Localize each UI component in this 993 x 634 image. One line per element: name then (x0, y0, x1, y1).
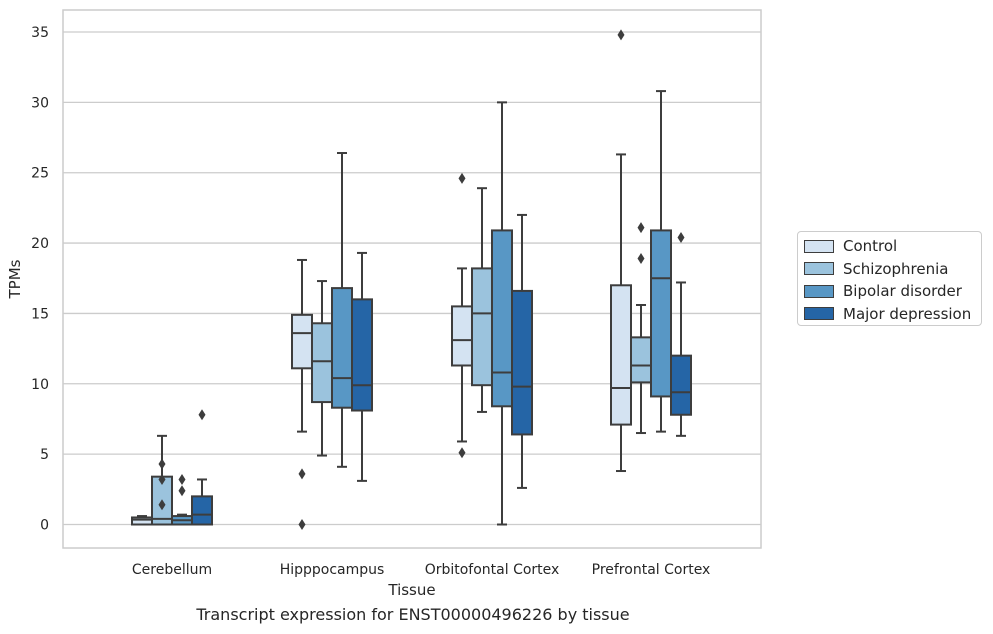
y-axis-label: TPMs (6, 259, 24, 299)
legend-item: Schizophrenia (804, 258, 981, 281)
legend: Control Schizophrenia Bipolar disorder Majo… (797, 231, 982, 326)
legend-item: Major depression (804, 303, 981, 326)
box-iqr (131, 516, 153, 526)
box-major-depression (191, 409, 213, 526)
legend-item: Bipolar disorder (804, 280, 981, 303)
x-tick-label: Hipppocampus (280, 562, 385, 578)
legend-swatch (804, 262, 834, 276)
y-tick-label: 30 (31, 95, 49, 111)
outlier-point (458, 172, 466, 184)
outlier-point (158, 458, 166, 470)
figure-caption: Transcript expression for ENST0000049622… (196, 605, 630, 624)
box-iqr (670, 354, 692, 416)
legend-label: Major depression (843, 304, 972, 323)
legend-label: Control (843, 237, 898, 256)
box-control (451, 172, 473, 459)
plot-area (62, 9, 762, 549)
box-iqr (650, 229, 672, 398)
outlier-point (637, 222, 645, 234)
outlier-point (617, 29, 625, 41)
box-iqr (630, 336, 652, 384)
x-tick-labels: Cerebellum Hipppocampus Orbitofontal Corte… (132, 562, 710, 578)
y-tick-label: 35 (31, 25, 49, 41)
box-iqr (331, 287, 353, 409)
box-control (291, 258, 313, 530)
boxes (131, 29, 692, 530)
box-schizophrenia (471, 187, 493, 413)
box-schizophrenia (630, 222, 652, 435)
outlier-point (178, 485, 186, 497)
legend-swatch (804, 284, 834, 298)
legend-label: Bipolar disorder (843, 282, 962, 301)
y-tick-label: 10 (31, 377, 49, 393)
box-iqr (291, 313, 313, 370)
box-control (131, 515, 153, 526)
outlier-point (198, 409, 206, 421)
box-iqr (471, 267, 493, 387)
y-tick-label: 5 (40, 447, 49, 463)
legend-swatch (804, 307, 834, 321)
outlier-point (298, 468, 306, 480)
box-iqr (610, 284, 632, 426)
legend-swatch (804, 239, 834, 253)
box-iqr (351, 298, 373, 412)
outlier-point (637, 253, 645, 265)
x-tick-label: Orbitofontal Cortex (425, 562, 560, 578)
y-tick-label: 25 (31, 166, 49, 182)
box-bipolar-disorder (650, 90, 672, 433)
box-schizophrenia (151, 434, 173, 526)
box-iqr (191, 495, 213, 526)
x-tick-label: Cerebellum (132, 562, 212, 578)
box-iqr (311, 322, 333, 404)
legend-label: Schizophrenia (843, 259, 949, 278)
y-tick-labels: 0 5 10 15 20 25 30 35 (31, 25, 49, 534)
outlier-point (178, 473, 186, 485)
y-tick-label: 0 (40, 518, 49, 534)
outlier-point (158, 473, 166, 485)
outlier-point (677, 231, 685, 243)
y-tick-label: 20 (31, 236, 49, 252)
legend-item: Control (804, 235, 981, 258)
outlier-point (458, 447, 466, 459)
x-axis-label: Tissue (387, 581, 435, 599)
outlier-point (298, 519, 306, 530)
box-iqr (491, 229, 513, 408)
box-bipolar-disorder (331, 152, 353, 468)
y-tick-label: 15 (31, 306, 49, 322)
box-major-depression (670, 231, 692, 437)
outlier-point (158, 499, 166, 511)
box-iqr (511, 289, 533, 436)
x-tick-label: Prefrontal Cortex (592, 562, 711, 578)
box-iqr (451, 305, 473, 367)
box-major-depression (351, 251, 373, 482)
box-major-depression (511, 213, 533, 489)
